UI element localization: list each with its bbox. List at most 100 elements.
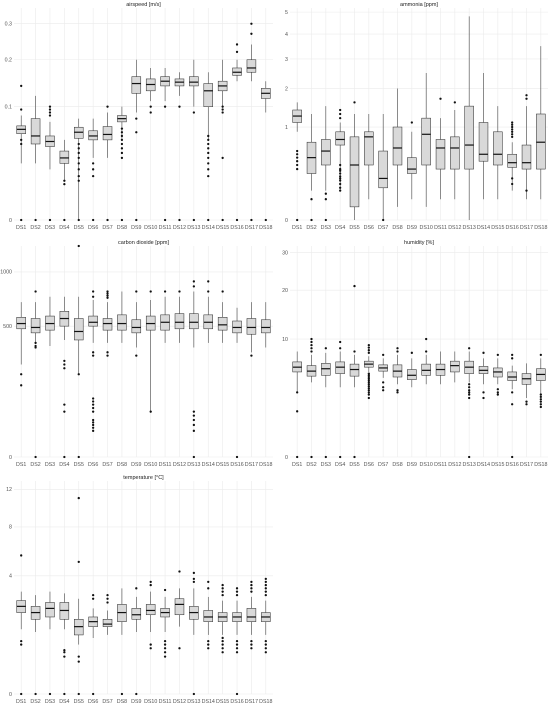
x-tick-label: DS2 bbox=[306, 462, 316, 468]
x-tick-label: DS6 bbox=[364, 225, 374, 231]
y-tick-label: 10 bbox=[282, 337, 288, 343]
outlier-point bbox=[367, 351, 370, 354]
iqr-box bbox=[450, 360, 460, 373]
x-tick-label: DS4 bbox=[59, 462, 69, 468]
box-DS2 bbox=[306, 337, 317, 459]
outlier-point bbox=[367, 349, 370, 352]
iqr-box bbox=[435, 139, 446, 170]
outlier-point bbox=[77, 660, 80, 663]
outlier-point bbox=[91, 400, 95, 403]
outlier-point bbox=[178, 218, 181, 222]
y-tick-label: 30 bbox=[282, 251, 288, 257]
outlier-point bbox=[367, 343, 370, 347]
outlier-point bbox=[468, 393, 471, 396]
outlier-point bbox=[207, 280, 210, 283]
iqr-box bbox=[203, 83, 213, 107]
outlier-point bbox=[207, 643, 210, 646]
outlier-point bbox=[496, 393, 499, 396]
outlier-point bbox=[250, 22, 253, 25]
outlier-point bbox=[20, 84, 23, 88]
x-tick-label: DS9 bbox=[131, 462, 141, 468]
x-tick-label: DS15 bbox=[216, 699, 229, 705]
x-tick-label: DS6 bbox=[88, 699, 98, 705]
outlier-point bbox=[77, 244, 80, 248]
iqr-box bbox=[507, 371, 517, 381]
outlier-point bbox=[496, 353, 499, 357]
outlier-point bbox=[207, 174, 210, 178]
iqr-box bbox=[88, 130, 98, 141]
outlier-point bbox=[324, 218, 327, 222]
x-tick-label: DS5 bbox=[74, 699, 84, 705]
outlier-point bbox=[120, 127, 124, 130]
outlier-point bbox=[20, 142, 23, 146]
outlier-point bbox=[77, 168, 80, 171]
outlier-point bbox=[63, 692, 66, 696]
iqr-box bbox=[421, 363, 431, 376]
outlier-point bbox=[339, 189, 342, 192]
outlier-point bbox=[367, 393, 370, 396]
outlier-point bbox=[120, 134, 124, 138]
outlier-point bbox=[324, 455, 327, 459]
outlier-point bbox=[264, 590, 267, 593]
outlier-point bbox=[192, 429, 196, 432]
x-tick-label: DS3 bbox=[321, 462, 331, 468]
iqr-box bbox=[232, 67, 242, 76]
x-tick-label: DS2 bbox=[306, 225, 316, 231]
x-tick-label: DS16 bbox=[230, 699, 243, 705]
outlier-point bbox=[396, 347, 399, 350]
outlier-point bbox=[425, 337, 428, 341]
outlier-point bbox=[296, 153, 299, 156]
outlier-point bbox=[310, 455, 313, 459]
box-DS14 bbox=[478, 351, 489, 400]
box-DS16 bbox=[232, 307, 242, 459]
x-tick-label: DS9 bbox=[131, 699, 141, 705]
x-tick-label: DS11 bbox=[159, 462, 172, 468]
outlier-point bbox=[192, 414, 196, 417]
outlier-point bbox=[367, 375, 370, 379]
outlier-point bbox=[91, 421, 95, 424]
outlier-point bbox=[77, 655, 80, 658]
x-tick-label: DS12 bbox=[448, 225, 461, 231]
x-tick-label: DS16 bbox=[230, 462, 243, 468]
outlier-point bbox=[77, 142, 80, 146]
outlier-point bbox=[77, 174, 80, 178]
box-DS16 bbox=[232, 587, 242, 696]
outlier-point bbox=[207, 290, 210, 293]
box-DS8 bbox=[117, 106, 127, 222]
box-DS4 bbox=[335, 108, 345, 192]
box-DS12 bbox=[450, 101, 460, 200]
outlier-point bbox=[207, 151, 210, 155]
outlier-point bbox=[91, 168, 95, 171]
x-tick-label: DS1 bbox=[292, 225, 302, 231]
outlier-point bbox=[221, 590, 224, 593]
iqr-box bbox=[364, 131, 374, 166]
outlier-point bbox=[135, 692, 138, 696]
outlier-point bbox=[482, 391, 485, 394]
outlier-point bbox=[77, 373, 80, 376]
panel-3: carbon dioxide [ppm] 0 500 1000 DS1 DS2 DS3 DS4… bbox=[0, 240, 273, 468]
outlier-point bbox=[496, 391, 499, 394]
x-tick-label: DS15 bbox=[216, 462, 229, 468]
outlier-point bbox=[453, 101, 456, 104]
box-DS13 bbox=[189, 280, 199, 459]
x-tick-label: DS10 bbox=[144, 225, 157, 231]
iqr-box bbox=[349, 136, 360, 208]
x-tick-label: DS2 bbox=[30, 225, 40, 231]
outlier-point bbox=[264, 647, 267, 650]
panel-title: ammonia [ppm] bbox=[400, 2, 438, 8]
outlier-point bbox=[235, 640, 239, 643]
outlier-point bbox=[339, 167, 342, 171]
iqr-box bbox=[189, 76, 199, 87]
x-tick-label: DS2 bbox=[30, 462, 40, 468]
x-tick-label: DS5 bbox=[74, 462, 84, 468]
outlier-point bbox=[367, 346, 370, 349]
outlier-point bbox=[106, 354, 109, 357]
outlier-point bbox=[91, 162, 95, 165]
outlier-point bbox=[77, 151, 80, 155]
iqr-box bbox=[378, 150, 388, 189]
gridlines bbox=[14, 481, 273, 695]
outlier-point bbox=[482, 396, 485, 400]
outlier-point bbox=[235, 587, 239, 590]
y-tick-label: 12 bbox=[6, 487, 12, 493]
iqr-box bbox=[246, 608, 257, 622]
